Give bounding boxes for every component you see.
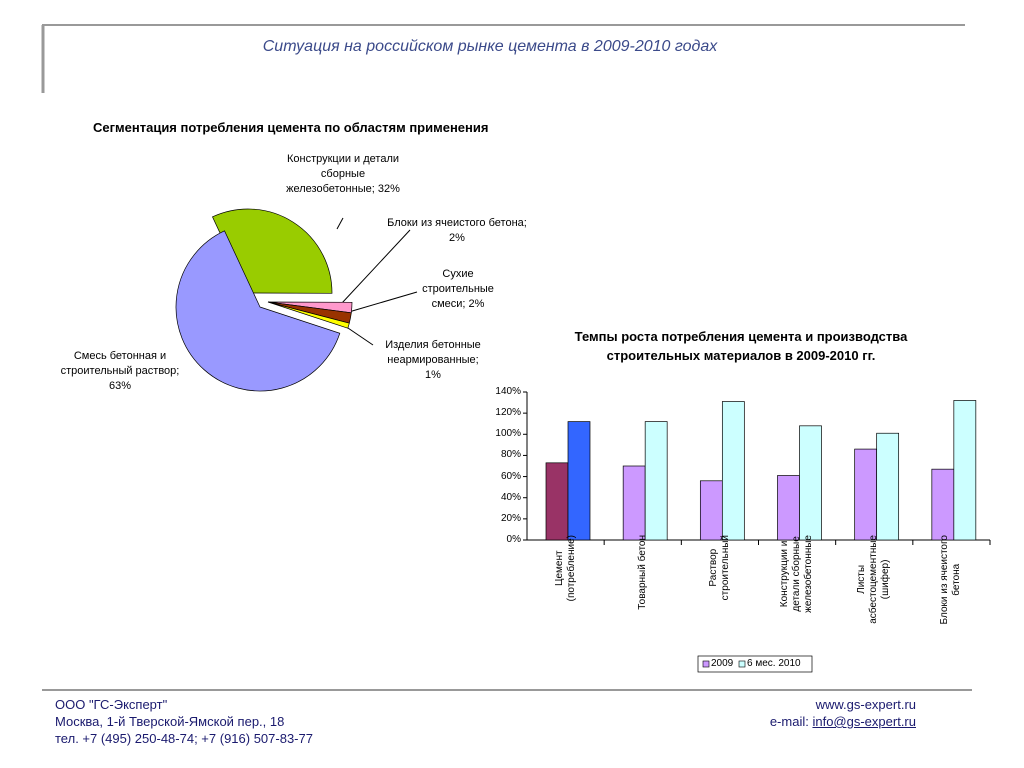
slice-label: Смесь бетонная и строительный раствор; 6…: [60, 350, 180, 392]
bar: [567, 421, 591, 541]
leader-line: [341, 229, 411, 304]
bar: [876, 432, 900, 541]
slice-label: Блоки из ячеистого бетона; 2%: [387, 217, 527, 244]
bar: [854, 448, 878, 541]
bar: [721, 401, 745, 541]
y-tick-label: 60%: [500, 470, 521, 482]
slice-label: Конструкции и детали сборные железобетон…: [286, 153, 400, 195]
legend-label: 2009: [711, 658, 734, 669]
slice-label: Изделия бетонные неармированные; 1%: [385, 339, 481, 381]
company: ООО "ГС-Эксперт": [55, 697, 168, 712]
slide-title: Ситуация на российском рынке цемента в 2…: [262, 38, 718, 55]
y-tick-label: 140%: [495, 386, 521, 397]
bar: [644, 421, 668, 541]
leader-line: [336, 217, 344, 230]
site: www.gs-expert.ru: [815, 697, 916, 712]
pie-slice: [175, 230, 341, 392]
bar: [545, 462, 569, 541]
slice-label: Сухие строительные смеси; 2%: [422, 268, 494, 310]
bar: [931, 468, 955, 541]
leader-line: [344, 325, 374, 346]
y-tick-label: 40%: [500, 491, 521, 503]
y-tick-label: 80%: [500, 449, 521, 461]
legend-swatch: [738, 660, 746, 668]
pie-slice: [267, 301, 350, 329]
bar: [799, 425, 822, 541]
bar: [699, 480, 723, 541]
phone: тел. +7 (495) 250-48-74; +7 (916) 507-83…: [55, 731, 313, 746]
address: Москва, 1-й Тверской-Ямской пер., 18: [55, 714, 285, 729]
pie-title: Сегментация потребления цемента по облас…: [93, 120, 489, 135]
legend-label: 6 мес. 2010: [747, 658, 801, 669]
legend-box: [697, 655, 813, 673]
y-tick-label: 20%: [500, 512, 521, 524]
email-line: e-mail: info@gs-expert.ru: [700, 714, 916, 729]
y-tick-label: 100%: [495, 428, 521, 440]
legend-swatch: [702, 660, 710, 668]
bar: [777, 475, 800, 541]
bar: [622, 465, 646, 541]
email-link[interactable]: info@gs-expert.ru: [812, 714, 916, 729]
bar: [953, 400, 977, 541]
y-tick-label: 120%: [495, 407, 521, 419]
email-label: e-mail:: [769, 714, 809, 729]
y-tick-label: 0%: [506, 534, 521, 545]
leader-line: [341, 291, 418, 315]
bar-title: Темпы роста потребления цемента и произв…: [574, 329, 908, 363]
